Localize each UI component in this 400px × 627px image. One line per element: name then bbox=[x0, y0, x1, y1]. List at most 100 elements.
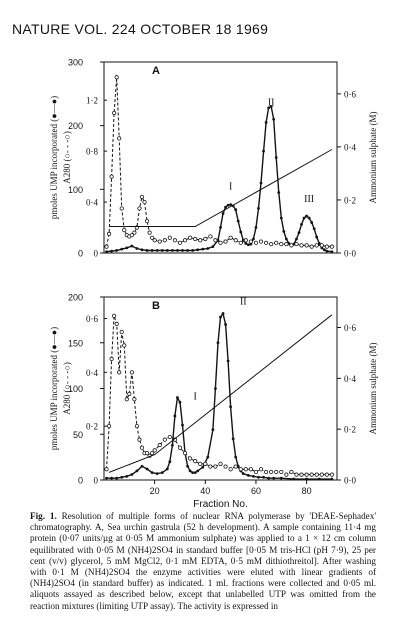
a280-point bbox=[294, 241, 299, 247]
activity-point bbox=[140, 248, 144, 252]
activity-point bbox=[257, 207, 260, 210]
plot-frame bbox=[103, 61, 338, 254]
activity-point bbox=[193, 471, 197, 475]
activity-point bbox=[155, 472, 159, 475]
activity-point bbox=[191, 249, 195, 252]
activity-point bbox=[239, 230, 243, 234]
a280-point bbox=[106, 424, 112, 429]
a280-point bbox=[299, 243, 304, 248]
a280-point bbox=[172, 238, 178, 243]
inner-tick-label: 0 bbox=[94, 249, 99, 259]
activity-point bbox=[140, 464, 144, 468]
activity-point bbox=[165, 467, 169, 471]
activity-point bbox=[234, 208, 238, 212]
activity-point bbox=[259, 181, 263, 185]
a280-point bbox=[314, 472, 319, 477]
left-tick-label: 150 bbox=[68, 338, 83, 348]
a280-point bbox=[243, 238, 248, 243]
activity-point bbox=[236, 219, 240, 223]
activity-point bbox=[206, 247, 210, 250]
panel-letter: A bbox=[152, 65, 160, 77]
activity-point bbox=[173, 414, 177, 418]
activity-point bbox=[191, 471, 195, 475]
activity-point bbox=[201, 465, 205, 469]
activity-point bbox=[214, 387, 217, 390]
a280-point bbox=[193, 236, 198, 242]
activity-line bbox=[106, 311, 332, 480]
activity-point bbox=[262, 475, 265, 479]
a280-point bbox=[144, 450, 150, 456]
activity-point bbox=[277, 191, 281, 194]
a280-point bbox=[134, 424, 140, 429]
a280-point bbox=[150, 235, 155, 240]
a280-point bbox=[208, 464, 213, 469]
activity-point bbox=[252, 237, 255, 241]
a280-point bbox=[218, 461, 223, 466]
a280-point bbox=[112, 313, 117, 318]
a280-point bbox=[150, 450, 155, 456]
panel-B: B 0 50 100 150 200 0 0·2 0·4 0·6 0·0 0·2 0·4 0·6 pmole… bbox=[49, 293, 378, 511]
activity-point bbox=[130, 473, 134, 476]
activity-point bbox=[246, 243, 250, 247]
activity-point bbox=[150, 249, 154, 252]
a280-point bbox=[284, 472, 289, 477]
inner-axis-label: A280 (○- - -○) bbox=[62, 362, 72, 415]
a280-point bbox=[109, 356, 114, 361]
activity-point bbox=[160, 471, 164, 475]
activity-point bbox=[125, 474, 129, 478]
activity-point bbox=[221, 312, 225, 315]
a280-line bbox=[106, 77, 332, 248]
activity-point bbox=[244, 242, 248, 245]
a280-point bbox=[233, 464, 238, 469]
a280-point bbox=[253, 240, 259, 245]
a280-point bbox=[122, 343, 127, 348]
left-axis-label: pmoles UMP incorporated (●—●) bbox=[49, 96, 59, 219]
activity-point bbox=[241, 472, 245, 475]
a280-point bbox=[329, 244, 335, 249]
a280-point bbox=[117, 136, 122, 141]
a280-point bbox=[188, 456, 193, 461]
a280-point bbox=[274, 240, 279, 245]
a280-point bbox=[177, 240, 183, 245]
activity-point bbox=[181, 249, 184, 252]
activity-point bbox=[170, 443, 174, 447]
a280-point bbox=[162, 238, 167, 243]
panel-A: A 0 100 200 300 0 0·4 0·8 1·2 0·0 0·2 0·4 0·6 pmoles … bbox=[49, 58, 378, 259]
left-tick-label: 100 bbox=[68, 185, 83, 195]
activity-point bbox=[120, 247, 124, 251]
right-axis-label: Ammonium sulphate (M) bbox=[368, 112, 378, 204]
right-tick-label: 0·2 bbox=[344, 195, 356, 205]
a280-point bbox=[114, 321, 119, 327]
activity-point bbox=[322, 248, 326, 252]
activity-point bbox=[165, 249, 169, 252]
a280-point bbox=[238, 467, 243, 472]
activity-point bbox=[279, 216, 283, 220]
activity-point bbox=[105, 250, 108, 254]
activity-point bbox=[226, 359, 230, 363]
right-tick-label: 0·0 bbox=[344, 249, 356, 259]
inner-tick-label: 0·4 bbox=[86, 198, 98, 208]
activity-point bbox=[307, 216, 311, 220]
peak-label: II bbox=[240, 296, 247, 307]
a280-point bbox=[274, 469, 279, 475]
activity-point bbox=[224, 205, 227, 209]
activity-point bbox=[186, 249, 189, 252]
a280-point bbox=[129, 233, 134, 238]
a280-point bbox=[233, 238, 238, 243]
activity-point bbox=[206, 455, 210, 459]
activity-point bbox=[221, 212, 225, 215]
a280-point bbox=[139, 445, 145, 450]
a280-point bbox=[263, 240, 269, 245]
right-tick-label: 0·4 bbox=[344, 374, 356, 384]
a280-point bbox=[258, 239, 264, 244]
a280-point bbox=[104, 467, 109, 472]
a280-point bbox=[117, 370, 122, 375]
activity-point bbox=[305, 214, 309, 218]
activity-point bbox=[219, 315, 222, 319]
x-tick-label: 80 bbox=[302, 486, 312, 496]
a280-point bbox=[182, 450, 188, 456]
activity-point bbox=[170, 249, 174, 252]
a280-point bbox=[223, 464, 228, 469]
a280-point bbox=[193, 459, 198, 464]
a280-point bbox=[157, 239, 162, 244]
